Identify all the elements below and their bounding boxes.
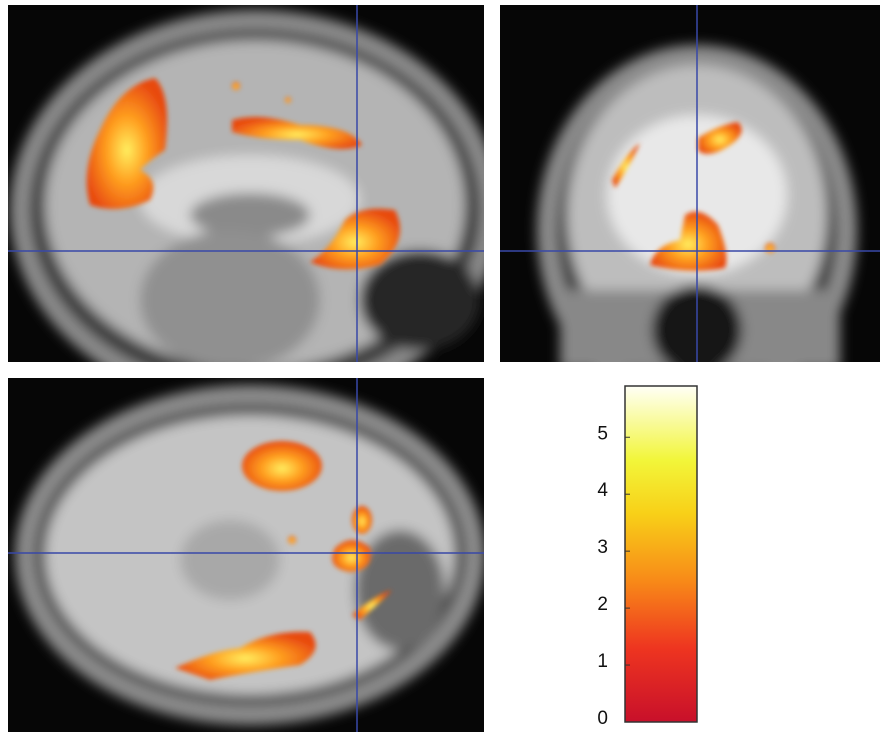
- coronal-panel: [500, 5, 880, 415]
- colorbar-tick-label: 1: [597, 651, 608, 672]
- colorbar-gradient: [625, 386, 697, 722]
- colorbar: 0 1 2 3 4 5: [597, 386, 697, 729]
- colorbar-tick-label: 2: [597, 594, 608, 615]
- axial-panel: [8, 378, 485, 732]
- colorbar-tick-label: 5: [597, 423, 608, 444]
- colorbar-tick-label: 3: [597, 537, 608, 558]
- colorbar-tick-label: 0: [597, 708, 608, 729]
- colorbar-tick-label: 4: [597, 480, 608, 501]
- sagittal-panel: [8, 5, 500, 410]
- figure: 0 1 2 3 4 5: [0, 0, 884, 734]
